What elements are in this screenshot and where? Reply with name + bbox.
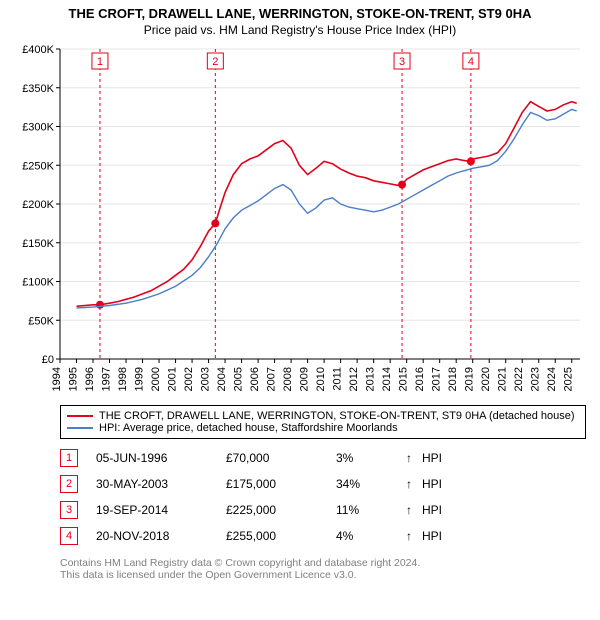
event-price: £70,000	[226, 451, 336, 465]
svg-text:2011: 2011	[332, 367, 344, 391]
table-row: 4 20-NOV-2018 £255,000 4% ↑ HPI	[60, 523, 586, 549]
svg-text:2: 2	[212, 56, 218, 68]
svg-text:2024: 2024	[546, 367, 558, 391]
table-row: 2 30-MAY-2003 £175,000 34% ↑ HPI	[60, 471, 586, 497]
arrow-up-icon: ↑	[406, 529, 422, 543]
legend: THE CROFT, DRAWELL LANE, WERRINGTON, STO…	[60, 405, 586, 439]
svg-text:£0: £0	[42, 354, 54, 366]
legend-label-hpi: HPI: Average price, detached house, Staf…	[99, 422, 398, 434]
event-pct: 11%	[336, 503, 406, 517]
svg-text:2001: 2001	[167, 367, 179, 391]
svg-text:£250K: £250K	[22, 160, 54, 172]
svg-text:2022: 2022	[513, 367, 525, 391]
svg-text:2020: 2020	[480, 367, 492, 391]
svg-text:2010: 2010	[315, 367, 327, 391]
svg-text:£150K: £150K	[22, 238, 54, 250]
chart-title-block: THE CROFT, DRAWELL LANE, WERRINGTON, STO…	[0, 0, 600, 39]
svg-text:1998: 1998	[117, 367, 129, 391]
footer-attribution: Contains HM Land Registry data © Crown c…	[60, 557, 586, 581]
svg-text:2023: 2023	[530, 367, 542, 391]
svg-text:2003: 2003	[200, 367, 212, 391]
svg-text:1994: 1994	[51, 367, 63, 391]
svg-text:1: 1	[97, 56, 103, 68]
event-pct: 34%	[336, 477, 406, 491]
table-row: 3 19-SEP-2014 £225,000 11% ↑ HPI	[60, 497, 586, 523]
event-suffix: HPI	[422, 529, 442, 543]
svg-text:£400K: £400K	[22, 44, 54, 56]
svg-text:2014: 2014	[381, 367, 393, 391]
event-suffix: HPI	[422, 451, 442, 465]
event-marker-icon: 3	[60, 501, 78, 519]
legend-swatch-hpi	[67, 427, 93, 429]
svg-text:2021: 2021	[497, 367, 509, 391]
svg-text:£200K: £200K	[22, 199, 54, 211]
footer-line1: Contains HM Land Registry data © Crown c…	[60, 557, 586, 569]
svg-text:1995: 1995	[68, 367, 80, 391]
svg-text:2019: 2019	[464, 367, 476, 391]
arrow-up-icon: ↑	[406, 477, 422, 491]
event-price: £225,000	[226, 503, 336, 517]
svg-text:2000: 2000	[150, 367, 162, 391]
events-table: 1 05-JUN-1996 £70,000 3% ↑ HPI 2 30-MAY-…	[60, 445, 586, 549]
event-marker-icon: 4	[60, 527, 78, 545]
svg-text:2004: 2004	[216, 367, 228, 391]
svg-text:2005: 2005	[233, 367, 245, 391]
legend-label-property: THE CROFT, DRAWELL LANE, WERRINGTON, STO…	[99, 410, 575, 422]
svg-text:£100K: £100K	[22, 277, 54, 289]
event-date: 30-MAY-2003	[96, 477, 226, 491]
svg-text:£300K: £300K	[22, 122, 54, 134]
legend-row: HPI: Average price, detached house, Staf…	[67, 422, 579, 434]
svg-text:2009: 2009	[299, 367, 311, 391]
event-marker-icon: 1	[60, 449, 78, 467]
event-pct: 4%	[336, 529, 406, 543]
svg-text:2018: 2018	[447, 367, 459, 391]
event-date: 19-SEP-2014	[96, 503, 226, 517]
table-row: 1 05-JUN-1996 £70,000 3% ↑ HPI	[60, 445, 586, 471]
svg-text:2008: 2008	[282, 367, 294, 391]
svg-text:2013: 2013	[365, 367, 377, 391]
chart-title-line2: Price paid vs. HM Land Registry's House …	[4, 23, 596, 37]
svg-text:£350K: £350K	[22, 83, 54, 95]
svg-text:3: 3	[399, 56, 405, 68]
event-pct: 3%	[336, 451, 406, 465]
svg-text:2015: 2015	[398, 367, 410, 391]
svg-text:1999: 1999	[134, 367, 146, 391]
svg-text:2025: 2025	[563, 367, 575, 391]
svg-text:2006: 2006	[249, 367, 261, 391]
svg-text:1997: 1997	[101, 367, 113, 391]
footer-line2: This data is licensed under the Open Gov…	[60, 569, 586, 581]
line-chart-svg: £0 £50K £100K £150K £200K £250K £300K £350K £400…	[0, 39, 600, 399]
arrow-up-icon: ↑	[406, 503, 422, 517]
event-suffix: HPI	[422, 503, 442, 517]
svg-text:2002: 2002	[183, 367, 195, 391]
legend-swatch-property	[67, 415, 93, 417]
chart-title-line1: THE CROFT, DRAWELL LANE, WERRINGTON, STO…	[4, 6, 596, 21]
svg-text:1996: 1996	[84, 367, 96, 391]
event-date: 20-NOV-2018	[96, 529, 226, 543]
event-suffix: HPI	[422, 477, 442, 491]
svg-text:2017: 2017	[431, 367, 443, 391]
arrow-up-icon: ↑	[406, 451, 422, 465]
svg-text:2016: 2016	[414, 367, 426, 391]
chart-area: £0 £50K £100K £150K £200K £250K £300K £350K £400…	[0, 39, 600, 399]
svg-text:£50K: £50K	[28, 315, 54, 327]
event-price: £175,000	[226, 477, 336, 491]
svg-text:2007: 2007	[266, 367, 278, 391]
event-price: £255,000	[226, 529, 336, 543]
legend-row: THE CROFT, DRAWELL LANE, WERRINGTON, STO…	[67, 410, 579, 422]
event-date: 05-JUN-1996	[96, 451, 226, 465]
svg-text:2012: 2012	[348, 367, 360, 391]
event-marker-icon: 2	[60, 475, 78, 493]
svg-text:4: 4	[468, 56, 474, 68]
